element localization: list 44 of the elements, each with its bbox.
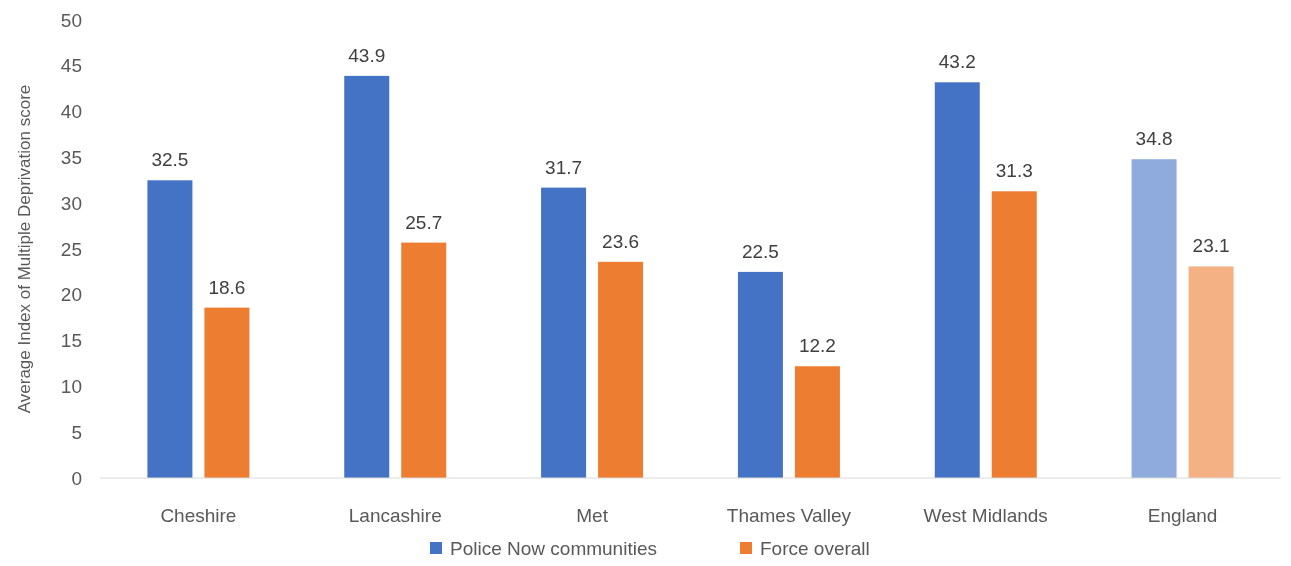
bar (794, 366, 840, 478)
data-label: 31.7 (545, 156, 583, 178)
data-label: 32.5 (151, 149, 189, 171)
y-tick-label: 45 (60, 55, 82, 77)
data-label: 34.8 (1135, 128, 1173, 150)
x-tick-label: Cheshire (160, 505, 237, 526)
y-tick-label: 0 (71, 467, 82, 489)
data-label: 43.9 (348, 44, 386, 66)
x-tick-label: Thames Valley (726, 505, 852, 526)
data-label: 43.2 (938, 51, 976, 73)
x-tick-label: West Midlands (923, 505, 1048, 526)
y-axis-title: Average Index of Multiple Deprivation score (15, 84, 34, 414)
y-tick-label: 40 (60, 101, 82, 123)
bar (991, 191, 1037, 478)
data-label: 22.5 (741, 240, 779, 262)
x-tick-label: England (1147, 505, 1218, 526)
data-label: 25.7 (405, 211, 443, 233)
bar (401, 242, 447, 478)
bar (147, 180, 193, 478)
bar (598, 261, 644, 478)
data-label: 12.2 (798, 335, 836, 357)
y-tick-label: 30 (60, 192, 82, 214)
bar (204, 307, 250, 478)
legend-label: Police Now communities (450, 537, 657, 559)
data-label: 18.6 (208, 276, 246, 298)
y-tick-label: 50 (60, 9, 82, 31)
bar (737, 271, 783, 478)
legend-label: Force overall (760, 537, 870, 559)
bar (934, 82, 980, 478)
y-tick-label: 10 (60, 376, 82, 398)
y-tick-label: 25 (60, 238, 82, 260)
data-label: 31.3 (995, 160, 1033, 182)
bar (344, 75, 390, 478)
x-tick-label: Lancashire (348, 505, 442, 526)
data-label: 23.1 (1192, 235, 1230, 257)
y-tick-label: 5 (71, 421, 82, 443)
y-tick-label: 35 (60, 147, 82, 169)
y-tick-label: 20 (60, 284, 82, 306)
y-tick-label: 15 (60, 330, 82, 352)
bar (1131, 159, 1177, 478)
bar (541, 187, 587, 478)
data-label: 23.6 (602, 230, 640, 252)
bar (1188, 266, 1234, 478)
x-tick-label: Met (576, 505, 609, 526)
